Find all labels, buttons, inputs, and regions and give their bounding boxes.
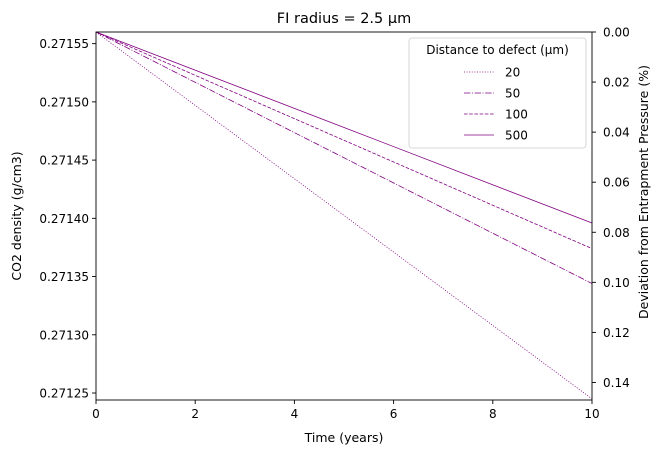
series-layer	[95, 31, 593, 400]
legend-box	[408, 37, 587, 149]
legend-label-50: 50	[505, 87, 520, 101]
y2-axis-label: Deviation from Entrapment Pressure (%)	[636, 65, 651, 319]
y2-tick-label: 0.06	[603, 176, 630, 190]
x-tick-label: 0	[92, 407, 100, 421]
legend-label-100: 100	[505, 108, 528, 122]
y2-tick-label: 0.08	[603, 226, 630, 240]
plot-frame	[95, 31, 593, 401]
series-line-100	[95, 31, 593, 249]
series-line-500	[95, 31, 593, 224]
y2-tick-label: 0.04	[603, 126, 630, 140]
y-tick-label: 0.27145	[39, 154, 89, 168]
y-tick-label: 0.27155	[39, 37, 89, 51]
legend: Distance to defect (µm) 20 50 100 500	[408, 37, 587, 149]
x-tick-label: 6	[390, 407, 398, 421]
y-tick-label: 0.27130	[39, 328, 89, 342]
y2-tick-label: 0.12	[603, 326, 630, 340]
y2-tick-label: 0.10	[603, 276, 630, 290]
y2-tick-label: 0.00	[603, 26, 630, 40]
chart-title: FI radius = 2.5 µm	[277, 11, 411, 27]
x-tick-label: 8	[489, 407, 497, 421]
x-axis-label: Time (years)	[304, 430, 384, 445]
y2-tick-label: 0.02	[603, 76, 630, 90]
axes-layer: 0 2 4 6 8 10 0.27125 0.27130 0.27135 0.27140 0.271…	[39, 26, 629, 422]
y-tick-label: 0.27125	[39, 387, 89, 401]
y-tick-label: 0.27140	[39, 212, 89, 226]
y-axis-label: CO2 density (g/cm3)	[9, 151, 24, 280]
x-tick-label: 2	[191, 407, 199, 421]
y-tick-label: 0.27135	[39, 270, 89, 284]
y-tick-label: 0.27150	[39, 95, 89, 109]
series-line-50	[95, 31, 593, 284]
legend-title: Distance to defect (µm)	[426, 43, 569, 57]
x-tick-label: 10	[584, 407, 599, 421]
legend-label-500: 500	[505, 129, 528, 143]
x-tick-label: 4	[291, 407, 299, 421]
y2-tick-label: 0.14	[603, 376, 630, 390]
legend-label-20: 20	[505, 66, 520, 80]
